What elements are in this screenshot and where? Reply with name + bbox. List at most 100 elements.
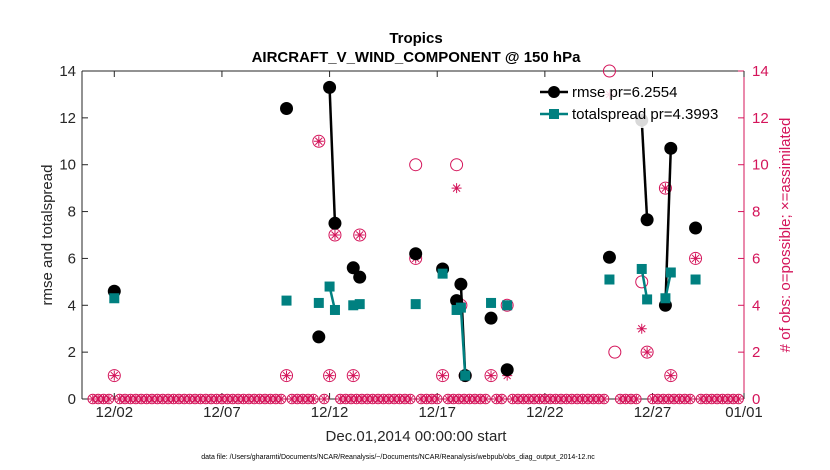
obs-assimilated-point	[437, 370, 448, 381]
y2-axis-label: # of obs: o=possible; ×=assimilated	[777, 118, 794, 353]
rmse-point	[353, 270, 367, 284]
x-tick-label: 12/02	[96, 404, 134, 421]
spread-point	[665, 267, 676, 278]
obs-assimilated-point	[354, 230, 365, 240]
obs-possible-zero	[684, 393, 696, 405]
obs-assimilated-zero	[239, 395, 248, 403]
obs-possible-point	[450, 158, 464, 172]
obs-assimilated-zero	[427, 395, 436, 403]
y-tick-label: 10	[59, 157, 76, 174]
obs-assimilated-zero	[390, 395, 399, 403]
obs-assimilated-zero	[223, 395, 232, 403]
obs-possible-point	[484, 369, 498, 383]
obs-assimilated-zero	[266, 395, 275, 403]
obs-assimilated-zero	[406, 395, 415, 403]
obs-assimilated-zero	[309, 395, 318, 403]
legend: rmse pr=6.2554 totalspread pr=4.3993	[532, 80, 737, 128]
obs-assimilated-zero	[734, 395, 743, 403]
obs-assimilated-zero	[417, 395, 426, 403]
obs-assimilated-zero	[707, 395, 716, 403]
spread-point	[410, 299, 421, 310]
obs-assimilated-zero	[696, 395, 705, 403]
rmse-point	[454, 277, 468, 291]
obs-assimilated-point	[636, 323, 647, 334]
obs-possible-zero	[496, 393, 508, 405]
spread-point	[460, 370, 471, 381]
obs-assimilated-zero	[201, 395, 210, 403]
y2-tick-label: 0	[752, 391, 760, 408]
obs-assimilated-zero	[664, 395, 673, 403]
obs-assimilated-zero	[244, 395, 253, 403]
obs-possible-point	[500, 298, 514, 312]
axis-ticks: 0 2 4 6 8 10 12 14 0 2 4 6 8 10 12 14 12/02 12/07 12/12 12/…	[59, 63, 768, 421]
spread-line-segment	[459, 307, 467, 376]
obs-assimilated-zero	[686, 395, 695, 403]
y2-tick-label: 14	[752, 63, 769, 80]
rmse-point	[640, 213, 654, 227]
obs-assimilated-point	[486, 370, 497, 381]
spread-point	[109, 293, 120, 304]
obs-assimilated-zero	[131, 395, 140, 403]
spread-point	[690, 274, 701, 285]
obs-assimilated-zero	[212, 395, 221, 403]
y2-tick-label: 4	[752, 297, 760, 314]
obs-assimilated-zero	[121, 395, 130, 403]
obs-assimilated-zero	[460, 395, 469, 403]
obs-assimilated-zero	[260, 395, 269, 403]
data-marks	[87, 64, 744, 405]
obs-possible-point	[353, 228, 367, 242]
spread-point	[348, 300, 359, 311]
obs-assimilated-zero	[621, 395, 630, 403]
obs-possible-point	[689, 251, 703, 265]
obs-assimilated-zero	[336, 395, 345, 403]
obs-assimilated-zero	[433, 395, 442, 403]
spread-point	[486, 297, 497, 308]
obs-assimilated-point	[642, 347, 653, 358]
rmse-line-segment	[328, 87, 337, 224]
obs-possible-point	[323, 369, 337, 383]
y-tick-label: 0	[68, 391, 76, 408]
legend-rmse-label: rmse pr=6.2554	[572, 84, 677, 101]
x-tick-label: 12/12	[311, 404, 349, 421]
obs-possible-zero	[103, 393, 115, 405]
rmse-point	[323, 80, 337, 94]
obs-possible-point	[107, 369, 121, 383]
obs-assimilated-zero	[277, 395, 286, 403]
spread-point	[502, 300, 513, 311]
obs-assimilated-zero	[589, 395, 598, 403]
obs-assimilated-zero	[535, 395, 544, 403]
x-tick-label: 12/07	[203, 404, 241, 421]
obs-possible-zero	[598, 393, 610, 405]
obs-assimilated-zero	[255, 395, 264, 403]
obs-assimilated-zero	[217, 395, 226, 403]
obs-assimilated-zero	[573, 395, 582, 403]
legend-spread-label: totalspread pr=4.3993	[572, 106, 718, 123]
obs-assimilated-zero	[680, 395, 689, 403]
obs-assimilated-zero	[465, 395, 474, 403]
obs-assimilated-zero	[137, 395, 146, 403]
spread-point	[281, 295, 292, 306]
legend-spread-marker	[549, 109, 559, 119]
obs-assimilated-zero	[228, 395, 237, 403]
obs-assimilated-zero	[99, 395, 108, 403]
obs-assimilated-zero	[551, 395, 560, 403]
spread-point	[660, 293, 671, 304]
obs-assimilated-point	[281, 370, 292, 381]
obs-assimilated-zero	[659, 395, 668, 403]
y-tick-label: 6	[68, 250, 76, 267]
obs-assimilated-zero	[497, 395, 506, 403]
y-tick-label: 8	[68, 204, 76, 221]
obs-assimilated-zero	[368, 395, 377, 403]
obs-assimilated-zero	[400, 395, 409, 403]
obs-possible-point	[436, 369, 450, 383]
obs-possible-zero	[308, 393, 319, 405]
legend-box	[532, 80, 737, 128]
rmse-point	[312, 330, 326, 344]
rmse-point	[664, 141, 678, 155]
obs-assimilated-zero	[567, 395, 576, 403]
obs-assimilated-point	[665, 370, 676, 381]
obs-assimilated-zero	[492, 395, 501, 403]
obs-assimilated-zero	[675, 395, 684, 403]
rmse-point	[346, 261, 360, 275]
